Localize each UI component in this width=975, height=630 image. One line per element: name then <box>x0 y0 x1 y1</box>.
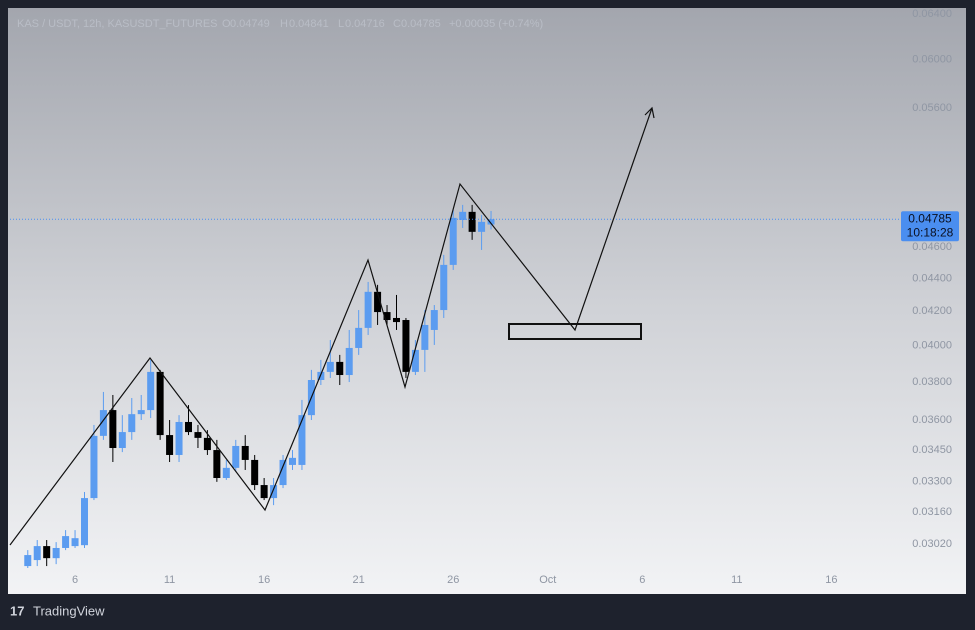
candle-body <box>184 421 192 433</box>
y-tick-label: 0.03800 <box>912 376 952 388</box>
candle-body <box>52 547 60 559</box>
x-tick-label: 16 <box>258 574 270 586</box>
candle-body <box>251 459 259 486</box>
candle-body <box>118 432 126 449</box>
candle-body <box>241 445 249 460</box>
y-tick-label: 0.04600 <box>912 241 952 253</box>
candle-body <box>80 498 88 546</box>
ohlc-key: O <box>222 18 231 30</box>
candle-body <box>260 485 268 499</box>
candle-body <box>166 435 174 455</box>
y-tick-label: 0.04000 <box>912 340 952 352</box>
x-tick-label: Oct <box>539 574 556 586</box>
candle-body <box>194 432 202 438</box>
candle-body <box>298 415 306 465</box>
candle-body <box>459 211 467 220</box>
candle-body <box>24 555 32 567</box>
candle-body <box>270 485 278 499</box>
candle-body <box>90 435 98 499</box>
y-tick-label: 0.04400 <box>912 272 952 284</box>
price-tag-countdown: 10:18:28 <box>907 225 954 239</box>
ohlc-value: 0.04716 <box>345 18 385 30</box>
candle-body <box>137 410 145 415</box>
x-tick-label: 26 <box>447 574 459 586</box>
candle-body <box>203 437 211 451</box>
candle-body <box>374 291 382 313</box>
candle-body <box>279 459 287 486</box>
change: +0.00035 (+0.74%) <box>449 18 543 30</box>
candle-body <box>62 536 70 548</box>
candle-body <box>421 324 429 350</box>
x-tick-label: 11 <box>731 574 742 586</box>
candle-body <box>355 327 363 348</box>
candle-body <box>43 546 51 559</box>
candle-body <box>232 445 240 468</box>
y-tick-label: 0.03020 <box>912 538 952 550</box>
ohlc-key: L <box>338 18 344 30</box>
candle-body <box>128 414 136 433</box>
candle-body <box>33 546 41 561</box>
ohlc-key: H <box>280 18 288 30</box>
y-tick-label: 0.05600 <box>912 102 952 114</box>
candle-body <box>468 211 476 232</box>
drawings <box>9 106 655 546</box>
symbol: KAS / USDT, 12h, KASUSDT_FUTURES <box>17 18 218 30</box>
candle-body <box>71 538 79 547</box>
candle-body <box>449 217 457 265</box>
x-tick-label: 16 <box>825 574 837 586</box>
y-tick-label: 0.06000 <box>912 53 952 65</box>
candle-body <box>430 310 438 330</box>
target-box <box>508 323 642 340</box>
candle-body <box>175 421 183 455</box>
x-tick-label: 11 <box>164 574 175 586</box>
y-tick-label: 0.03450 <box>912 444 952 456</box>
ohlc-value: 0.04785 <box>401 18 441 30</box>
candle-body <box>402 320 410 372</box>
ohlc-value: 0.04749 <box>230 18 270 30</box>
candle-body <box>156 371 164 436</box>
candle-body <box>478 221 486 232</box>
candle-body <box>326 361 334 372</box>
candle-body <box>392 317 400 323</box>
zigzag-drawing <box>9 107 653 546</box>
ohlc-key: C <box>393 18 401 30</box>
y-tick-label: 0.03300 <box>912 475 952 487</box>
y-tick-label: 0.04200 <box>912 305 952 317</box>
arrow-head <box>644 106 655 119</box>
x-tick-label: 6 <box>72 574 78 586</box>
candle-body <box>222 467 230 479</box>
y-tick-label: 0.03600 <box>912 414 952 426</box>
candle-body <box>487 219 495 225</box>
candle-body <box>440 264 448 311</box>
logo-mark: 17 <box>10 603 24 618</box>
candle-body <box>345 347 353 376</box>
candle-body <box>364 291 372 328</box>
candle-body <box>147 371 155 411</box>
ohlc-value: 0.04841 <box>289 18 329 30</box>
candle-body <box>213 450 221 479</box>
candle-body <box>383 312 391 321</box>
candle-body <box>99 410 107 436</box>
header: KAS / USDT, 12h, KASUSDT_FUTURES O 0.047… <box>17 18 543 30</box>
x-tick-label: 6 <box>639 574 645 586</box>
brand: TradingView <box>33 603 105 618</box>
price-tag-box <box>901 211 959 242</box>
y-tick-label: 0.06400 <box>912 8 952 20</box>
candle-body <box>411 349 419 372</box>
candle-body <box>288 457 296 465</box>
y-tick-label: 0.03160 <box>912 506 952 518</box>
footer: 17 TradingView <box>10 603 105 618</box>
candle-body <box>336 361 344 376</box>
candle-body <box>109 410 117 449</box>
price-tag-value: 0.04785 <box>908 211 952 225</box>
chart-pane <box>8 8 966 594</box>
x-tick-label: 21 <box>353 574 365 586</box>
